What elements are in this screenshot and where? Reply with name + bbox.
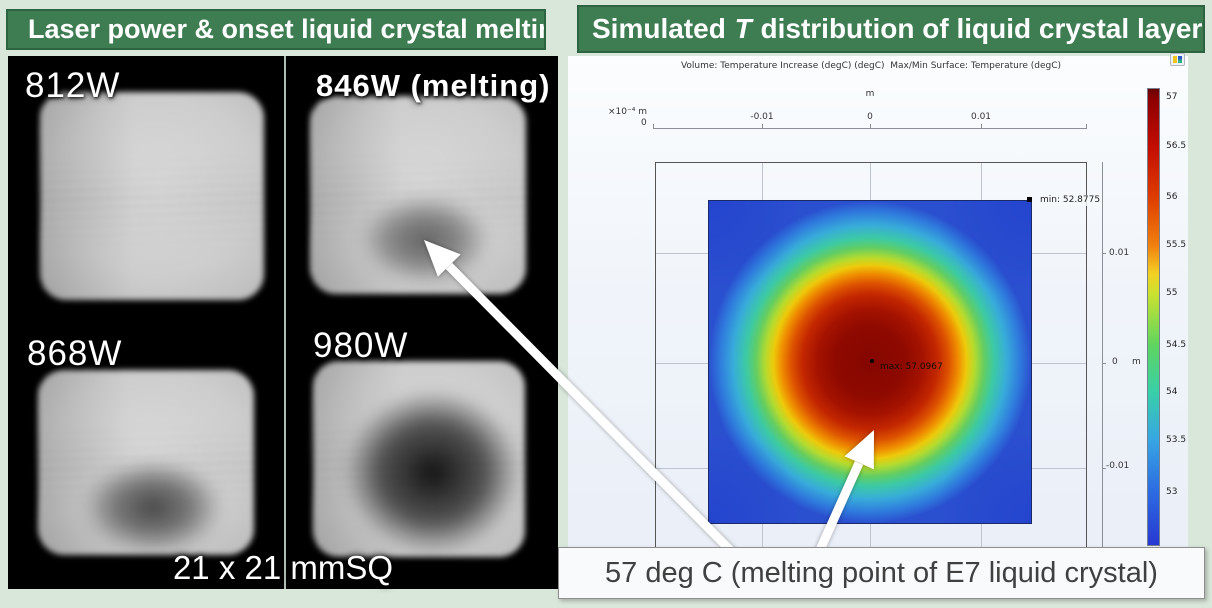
top-ruler bbox=[653, 124, 1087, 129]
image-tile-868w: 868W bbox=[8, 320, 283, 589]
colorbar-tick: 54 bbox=[1166, 387, 1178, 397]
max-marker bbox=[870, 359, 874, 363]
melting-spot bbox=[345, 390, 520, 555]
plot-header: Volume: Temperature Increase (degC) (deg… bbox=[680, 61, 1062, 71]
melting-spot bbox=[360, 195, 490, 285]
colorbar-tick: 57 bbox=[1166, 92, 1178, 102]
colorbar-tick: 54.5 bbox=[1166, 340, 1187, 350]
top-axis-scale: ×10⁻⁴ m bbox=[608, 107, 647, 117]
legend-toggle-icon[interactable] bbox=[1170, 53, 1185, 66]
min-marker bbox=[1027, 197, 1032, 202]
right-ruler bbox=[1102, 162, 1106, 560]
colorbar-tick: 55.5 bbox=[1166, 240, 1187, 250]
right-axis-tick: -0.01 bbox=[1106, 461, 1130, 471]
right-title-emphasis: T bbox=[734, 13, 752, 44]
max-annotation: max: 57.0967 bbox=[880, 362, 943, 372]
image-tile-846w: 846W (melting) bbox=[286, 56, 558, 318]
top-axis-origin: 0 bbox=[641, 118, 647, 128]
power-label: 868W bbox=[27, 334, 123, 373]
image-tile-812w: 812W bbox=[8, 56, 283, 318]
top-axis-tick: 0 bbox=[867, 112, 873, 122]
temperature-colorbar bbox=[1147, 88, 1160, 546]
melting-point-callout: 57 deg C (melting point of E7 liquid cry… bbox=[558, 547, 1205, 599]
right-title-post: distribution of liquid crystal layer bbox=[752, 13, 1203, 44]
top-axis-unit: m bbox=[865, 89, 875, 99]
right-axis-unit: m bbox=[1132, 357, 1141, 367]
column-divider bbox=[284, 56, 286, 589]
top-axis-tick: 0.01 bbox=[970, 112, 992, 122]
right-title-pre: Simulated bbox=[592, 13, 734, 44]
left-panel-title: Laser power & onset liquid crystal melti… bbox=[6, 9, 546, 50]
colorbar-tick: 56 bbox=[1166, 192, 1178, 202]
right-panel-title: Simulated T distribution of liquid cryst… bbox=[577, 5, 1205, 53]
top-axis-tick: -0.01 bbox=[750, 112, 774, 122]
scale-caption: 21 x 21 mmSQ bbox=[172, 549, 394, 586]
simulation-panel: Volume: Temperature Increase (degC) (deg… bbox=[568, 56, 1188, 592]
colorbar-tick: 55 bbox=[1166, 288, 1178, 298]
power-label: 846W (melting) bbox=[316, 68, 551, 103]
melting-spot bbox=[83, 460, 223, 555]
power-label: 812W bbox=[25, 66, 121, 105]
power-label: 980W bbox=[313, 326, 409, 365]
colorbar-tick: 53 bbox=[1166, 487, 1178, 497]
min-annotation: min: 52.8775 bbox=[1038, 195, 1103, 206]
colorbar-tick: 56.5 bbox=[1166, 141, 1187, 151]
right-axis-tick: 0.01 bbox=[1109, 248, 1130, 258]
laser-spot-image bbox=[40, 92, 264, 300]
colorbar-tick: 53.5 bbox=[1166, 435, 1187, 445]
right-axis-tick: 0 bbox=[1112, 357, 1118, 367]
experiment-image-grid: 812W 846W (melting) 868W 980W 21 x 21 mm… bbox=[8, 56, 558, 589]
